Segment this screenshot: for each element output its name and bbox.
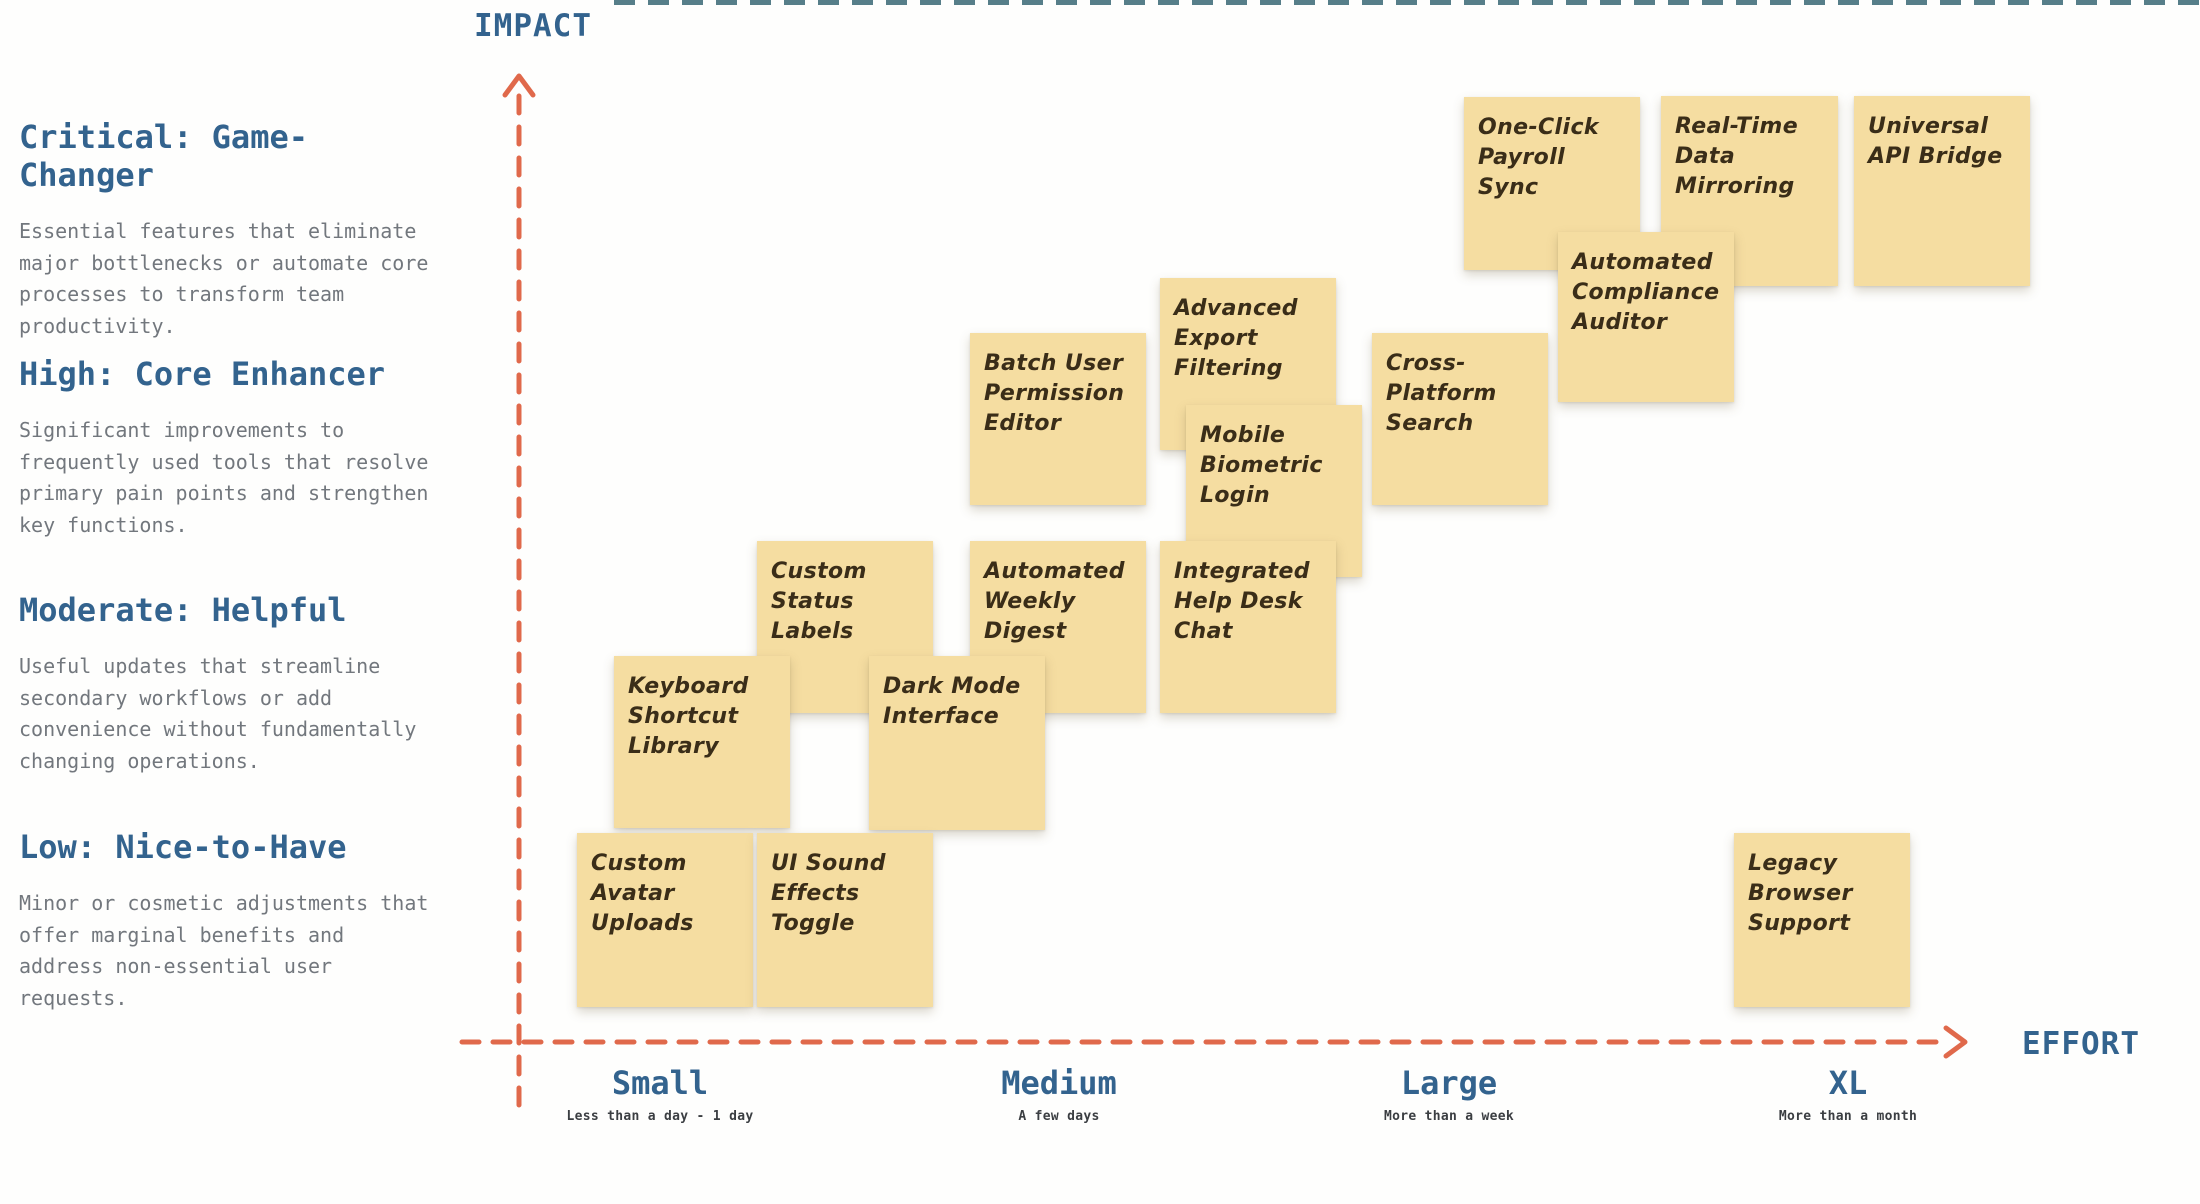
effort-axis-arrowhead <box>1943 1025 1968 1059</box>
legend-section-critical: Critical: Game-Changer Essential feature… <box>19 118 439 342</box>
sticky-note-ui-sound-effects-toggle[interactable]: UI Sound Effects Toggle <box>757 833 933 1007</box>
legend-section-moderate: Moderate: Helpful Useful updates that st… <box>19 591 439 777</box>
effort-column-label: Large <box>1400 1064 1498 1102</box>
sticky-note-custom-avatar-uploads[interactable]: Custom Avatar Uploads <box>577 833 753 1007</box>
frame-border-top <box>614 0 2200 5</box>
sticky-note-label: Legacy Browser Support <box>1748 851 1853 936</box>
impact-axis-label: IMPACT <box>474 8 592 44</box>
legend-title: High: Core Enhancer <box>19 355 386 393</box>
legend-description: Significant improvements to frequently u… <box>19 418 429 537</box>
effort-column-sublabel: More than a month <box>1778 1109 1918 1124</box>
sticky-note-label: Universal API Bridge <box>1868 114 2003 169</box>
sticky-note-cross-platform-search[interactable]: Cross- Platform Search <box>1372 333 1548 505</box>
effort-column-large: Large More than a week <box>1259 1064 1639 1124</box>
effort-column-label: XL <box>1828 1064 1868 1102</box>
impact-axis-arrowhead <box>502 73 536 98</box>
sticky-note-label: UI Sound Effects Toggle <box>771 851 886 936</box>
sticky-note-universal-api-bridge[interactable]: Universal API Bridge <box>1854 96 2030 286</box>
effort-column-sublabel: Less than a day - 1 day <box>566 1109 754 1124</box>
sticky-note-label: Cross- Platform Search <box>1386 351 1497 436</box>
sticky-note-one-click-payroll-sync[interactable]: One-Click Payroll Sync <box>1464 97 1640 270</box>
effort-column-small: Small Less than a day - 1 day <box>470 1064 850 1124</box>
legend-title: Low: Nice-to-Have <box>19 828 347 866</box>
effort-column-sublabel: A few days <box>1018 1109 1100 1124</box>
sticky-note-label: Advanced Export Filtering <box>1174 296 1298 381</box>
effort-column-medium: Medium A few days <box>869 1064 1249 1124</box>
legend-description: Essential features that eliminate major … <box>19 219 429 338</box>
sticky-note-real-time-data-mirroring[interactable]: Real-Time Data Mirroring <box>1661 96 1838 286</box>
sticky-note-batch-user-permission-editor[interactable]: Batch User Permission Editor <box>970 333 1146 505</box>
sticky-note-label: Real-Time Data Mirroring <box>1675 114 1799 199</box>
sticky-note-label: Keyboard Shortcut Library <box>628 674 749 759</box>
sticky-note-label: One-Click Payroll Sync <box>1478 115 1599 200</box>
effort-column-xl: XL More than a month <box>1658 1064 2038 1124</box>
effort-column-label: Small <box>611 1064 709 1102</box>
sticky-note-label: Automated Compliance Auditor <box>1572 250 1720 335</box>
effort-column-sublabel: More than a week <box>1383 1109 1515 1124</box>
sticky-note-label: Automated Weekly Digest <box>984 559 1125 644</box>
legend-title: Moderate: Helpful <box>19 591 347 629</box>
legend-description: Useful updates that streamline secondary… <box>19 654 417 773</box>
sticky-note-keyboard-shortcut-library[interactable]: Keyboard Shortcut Library <box>614 656 790 828</box>
effort-axis-label: EFFORT <box>2022 1026 2140 1062</box>
legend-description: Minor or cosmetic adjustments that offer… <box>19 891 429 1010</box>
legend-section-low: Low: Nice-to-Have Minor or cosmetic adju… <box>19 828 439 1014</box>
sticky-note-automated-weekly-digest[interactable]: Automated Weekly Digest <box>970 541 1146 713</box>
sticky-note-label: Dark Mode Interface <box>883 674 1021 729</box>
sticky-note-automated-compliance-auditor[interactable]: Automated Compliance Auditor <box>1558 232 1734 402</box>
sticky-note-dark-mode-interface[interactable]: Dark Mode Interface <box>869 656 1045 830</box>
effort-column-label: Medium <box>1001 1064 1117 1102</box>
sticky-note-label: Custom Avatar Uploads <box>591 851 694 936</box>
sticky-note-legacy-browser-support[interactable]: Legacy Browser Support <box>1734 833 1910 1007</box>
sticky-note-label: Batch User Permission Editor <box>984 351 1125 436</box>
legend-section-high: High: Core Enhancer Significant improvem… <box>19 355 439 541</box>
sticky-note-label: Mobile Biometric Login <box>1200 423 1323 508</box>
sticky-note-integrated-help-desk-chat[interactable]: Integrated Help Desk Chat <box>1160 541 1336 713</box>
sticky-note-label: Custom Status Labels <box>771 559 867 644</box>
sticky-note-label: Integrated Help Desk Chat <box>1174 559 1310 644</box>
legend-title: Critical: Game-Changer <box>19 118 308 194</box>
